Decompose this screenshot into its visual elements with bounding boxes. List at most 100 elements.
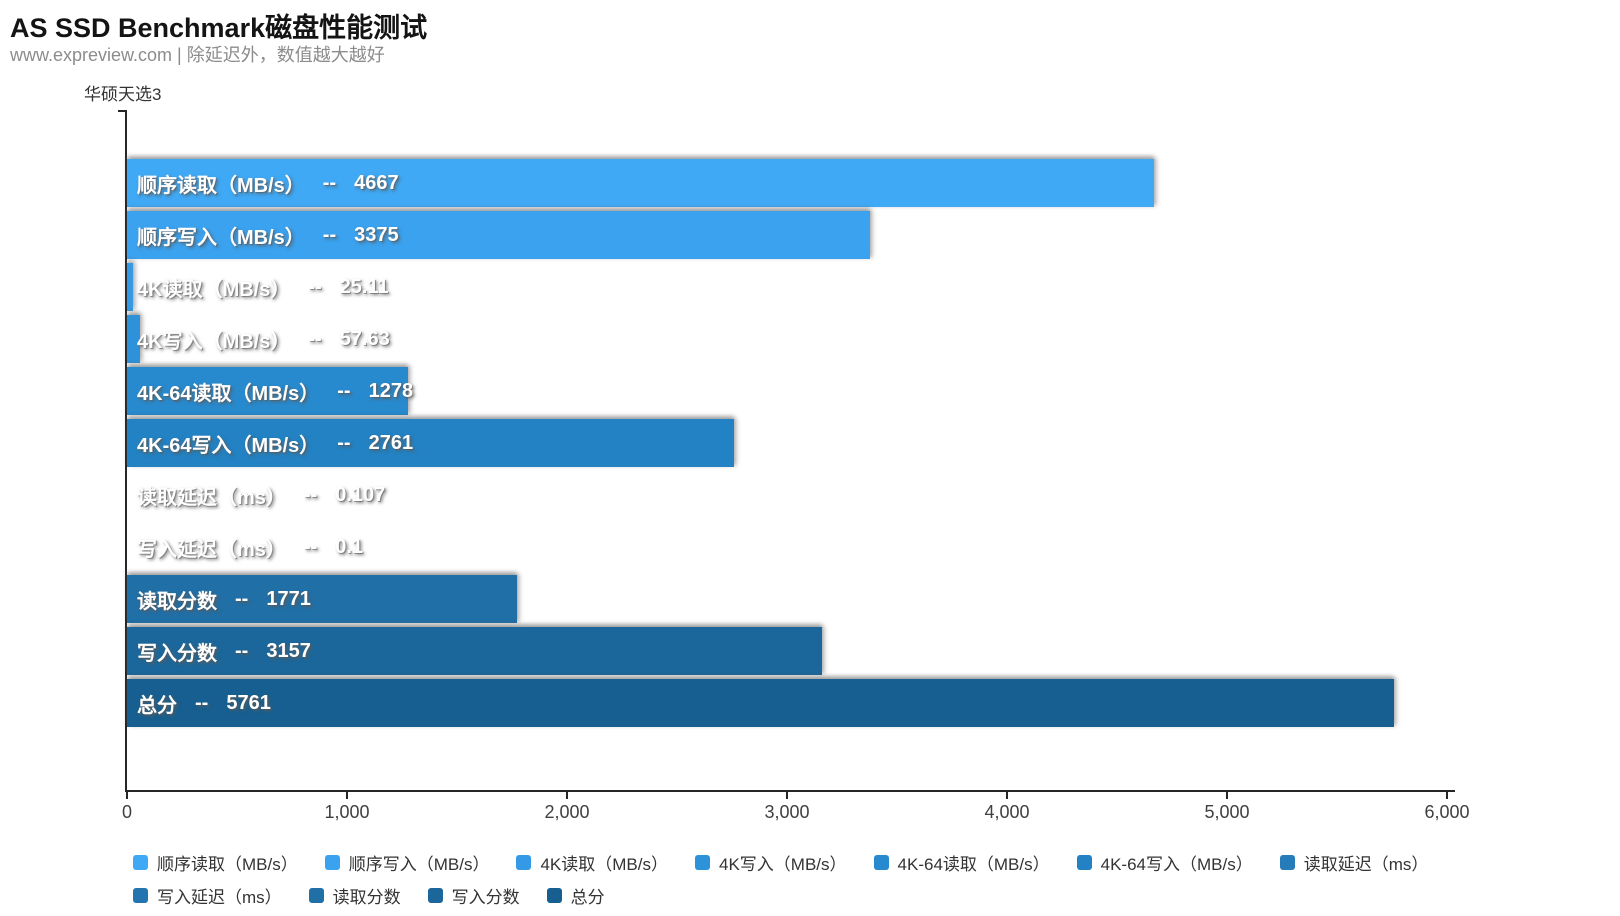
bar-value: 57.63 [340,328,390,351]
legend-label: 写入分数 [452,883,520,908]
bar-label: 顺序读取（MB/s）--4667 [137,159,399,207]
bar-value: 1771 [266,588,311,611]
legend-item[interactable]: 4K读取（MB/s） [516,850,668,875]
bar-separator: -- [308,328,321,351]
legend-item[interactable]: 总分 [547,883,605,908]
bar-label: 4K-64读取（MB/s）--1278 [137,367,413,415]
legend-swatch [547,888,562,903]
legend-label: 总分 [571,883,605,908]
x-tick-label: 6,000 [1397,802,1497,823]
legend-label: 顺序写入（MB/s） [349,850,490,875]
bar-value: 0.107 [335,484,385,507]
bar-separator: -- [195,692,208,715]
legend-swatch [874,855,889,870]
x-tick-mark [126,792,128,799]
bar-value: 3157 [266,640,311,663]
bar-separator: -- [337,380,350,403]
bar-label: 4K-64写入（MB/s）--2761 [137,419,413,467]
bar-separator: -- [304,484,317,507]
bar-series-name: 顺序写入（MB/s） [137,221,305,250]
legend-item[interactable]: 4K-64写入（MB/s） [1077,850,1253,875]
legend-item[interactable]: 4K-64读取（MB/s） [874,850,1050,875]
chart-title: AS SSD Benchmark磁盘性能测试 [10,6,427,45]
x-tick-label: 5,000 [1177,802,1277,823]
x-tick-label: 2,000 [517,802,617,823]
legend-item[interactable]: 读取分数 [309,883,401,908]
legend-label: 读取分数 [333,883,401,908]
bar-separator: -- [308,276,321,299]
bar-row: 总分 -- 5761 [127,679,1447,727]
legend-swatch [325,855,340,870]
legend-swatch [309,888,324,903]
category-label: 华硕天选3 [84,80,161,105]
x-tick-label: 0 [77,802,177,823]
legend-swatch [695,855,710,870]
legend-label: 写入延迟（ms） [157,883,282,908]
bar-value: 5761 [226,692,271,715]
bar-series-name: 写入分数 [137,637,217,666]
bar-value: 0.1 [335,536,363,559]
legend-label: 4K-64写入（MB/s） [1101,850,1253,875]
bar-row: 读取延迟（ms） -- 0.107 [127,471,1447,519]
x-tick-mark [1226,792,1228,799]
bar-separator: -- [323,172,336,195]
bar-row: 顺序读取（MB/s）--4667 [127,159,1447,207]
x-tick-label: 1,000 [297,802,397,823]
legend-item[interactable]: 读取延迟（ms） [1280,850,1429,875]
bar-series-name: 写入延迟（ms） [137,533,286,562]
bar-series-name: 4K写入（MB/s） [137,325,290,354]
bar-row: 4K-64写入（MB/s）--2761 [127,419,1447,467]
bar-separator: -- [235,588,248,611]
x-tick-mark [346,792,348,799]
bar-value: 4667 [354,172,399,195]
bar-value: 2761 [369,432,414,455]
bar-row: 写入分数 -- 3157 [127,627,1447,675]
x-tick-mark [1006,792,1008,799]
bar-series-name: 总分 [137,689,177,718]
legend-label: 4K-64读取（MB/s） [898,850,1050,875]
bar-value: 3375 [354,224,399,247]
legend-item[interactable]: 顺序写入（MB/s） [325,850,490,875]
bar-separator: -- [323,224,336,247]
bar-11[interactable] [127,679,1394,727]
x-tick-mark [566,792,568,799]
bar-series-name: 读取延迟（ms） [137,481,286,510]
bar-3[interactable] [127,263,133,311]
bar-row: 写入延迟（ms）--0.1 [127,523,1447,571]
bar-label: 顺序写入（MB/s） -- 3375 [137,211,399,259]
bar-series-name: 4K-64写入（MB/s） [137,429,319,458]
legend-item[interactable]: 4K写入（MB/s） [695,850,847,875]
legend-item[interactable]: 顺序读取（MB/s） [133,850,298,875]
bar-row: 顺序写入（MB/s） -- 3375 [127,211,1447,259]
bar-label: 总分 -- 5761 [137,679,271,727]
legend-row: 顺序读取（MB/s） 顺序写入（MB/s） 4K读取（MB/s） 4K写入（MB/s）… [133,850,1455,875]
legend-swatch [1280,855,1295,870]
bar-separator: -- [235,640,248,663]
legend-row: 写入延迟（ms） 读取分数 写入分数 总分 [133,883,1455,908]
legend-swatch [428,888,443,903]
legend: 顺序读取（MB/s） 顺序写入（MB/s） 4K读取（MB/s） 4K写入（MB/s）… [133,850,1455,916]
bar-series-name: 读取分数 [137,585,217,614]
bar-label: 4K写入（MB/s） -- 57.63 [137,315,390,363]
bar-label: 读取延迟（ms） -- 0.107 [137,471,385,519]
bar-value: 1278 [369,380,414,403]
bar-row: 4K-64读取（MB/s）--1278 [127,367,1447,415]
legend-item[interactable]: 写入延迟（ms） [133,883,282,908]
legend-swatch [133,855,148,870]
legend-item[interactable]: 写入分数 [428,883,520,908]
bar-label: 写入分数 -- 3157 [137,627,311,675]
x-tick-mark [1446,792,1448,799]
chart-subtitle: www.expreview.com | 除延迟外，数值越大越好 [10,41,385,67]
bar-series-name: 4K读取（MB/s） [137,273,290,302]
legend-swatch [516,855,531,870]
bar-row: 4K写入（MB/s） -- 57.63 [127,315,1447,363]
legend-label: 顺序读取（MB/s） [157,850,298,875]
bar-label: 写入延迟（ms）--0.1 [137,523,363,571]
bar-row: 4K读取（MB/s）--25.11 [127,263,1447,311]
legend-swatch [133,888,148,903]
x-tick-label: 4,000 [957,802,1057,823]
x-axis-line [125,790,1455,792]
x-tick-label: 3,000 [737,802,837,823]
